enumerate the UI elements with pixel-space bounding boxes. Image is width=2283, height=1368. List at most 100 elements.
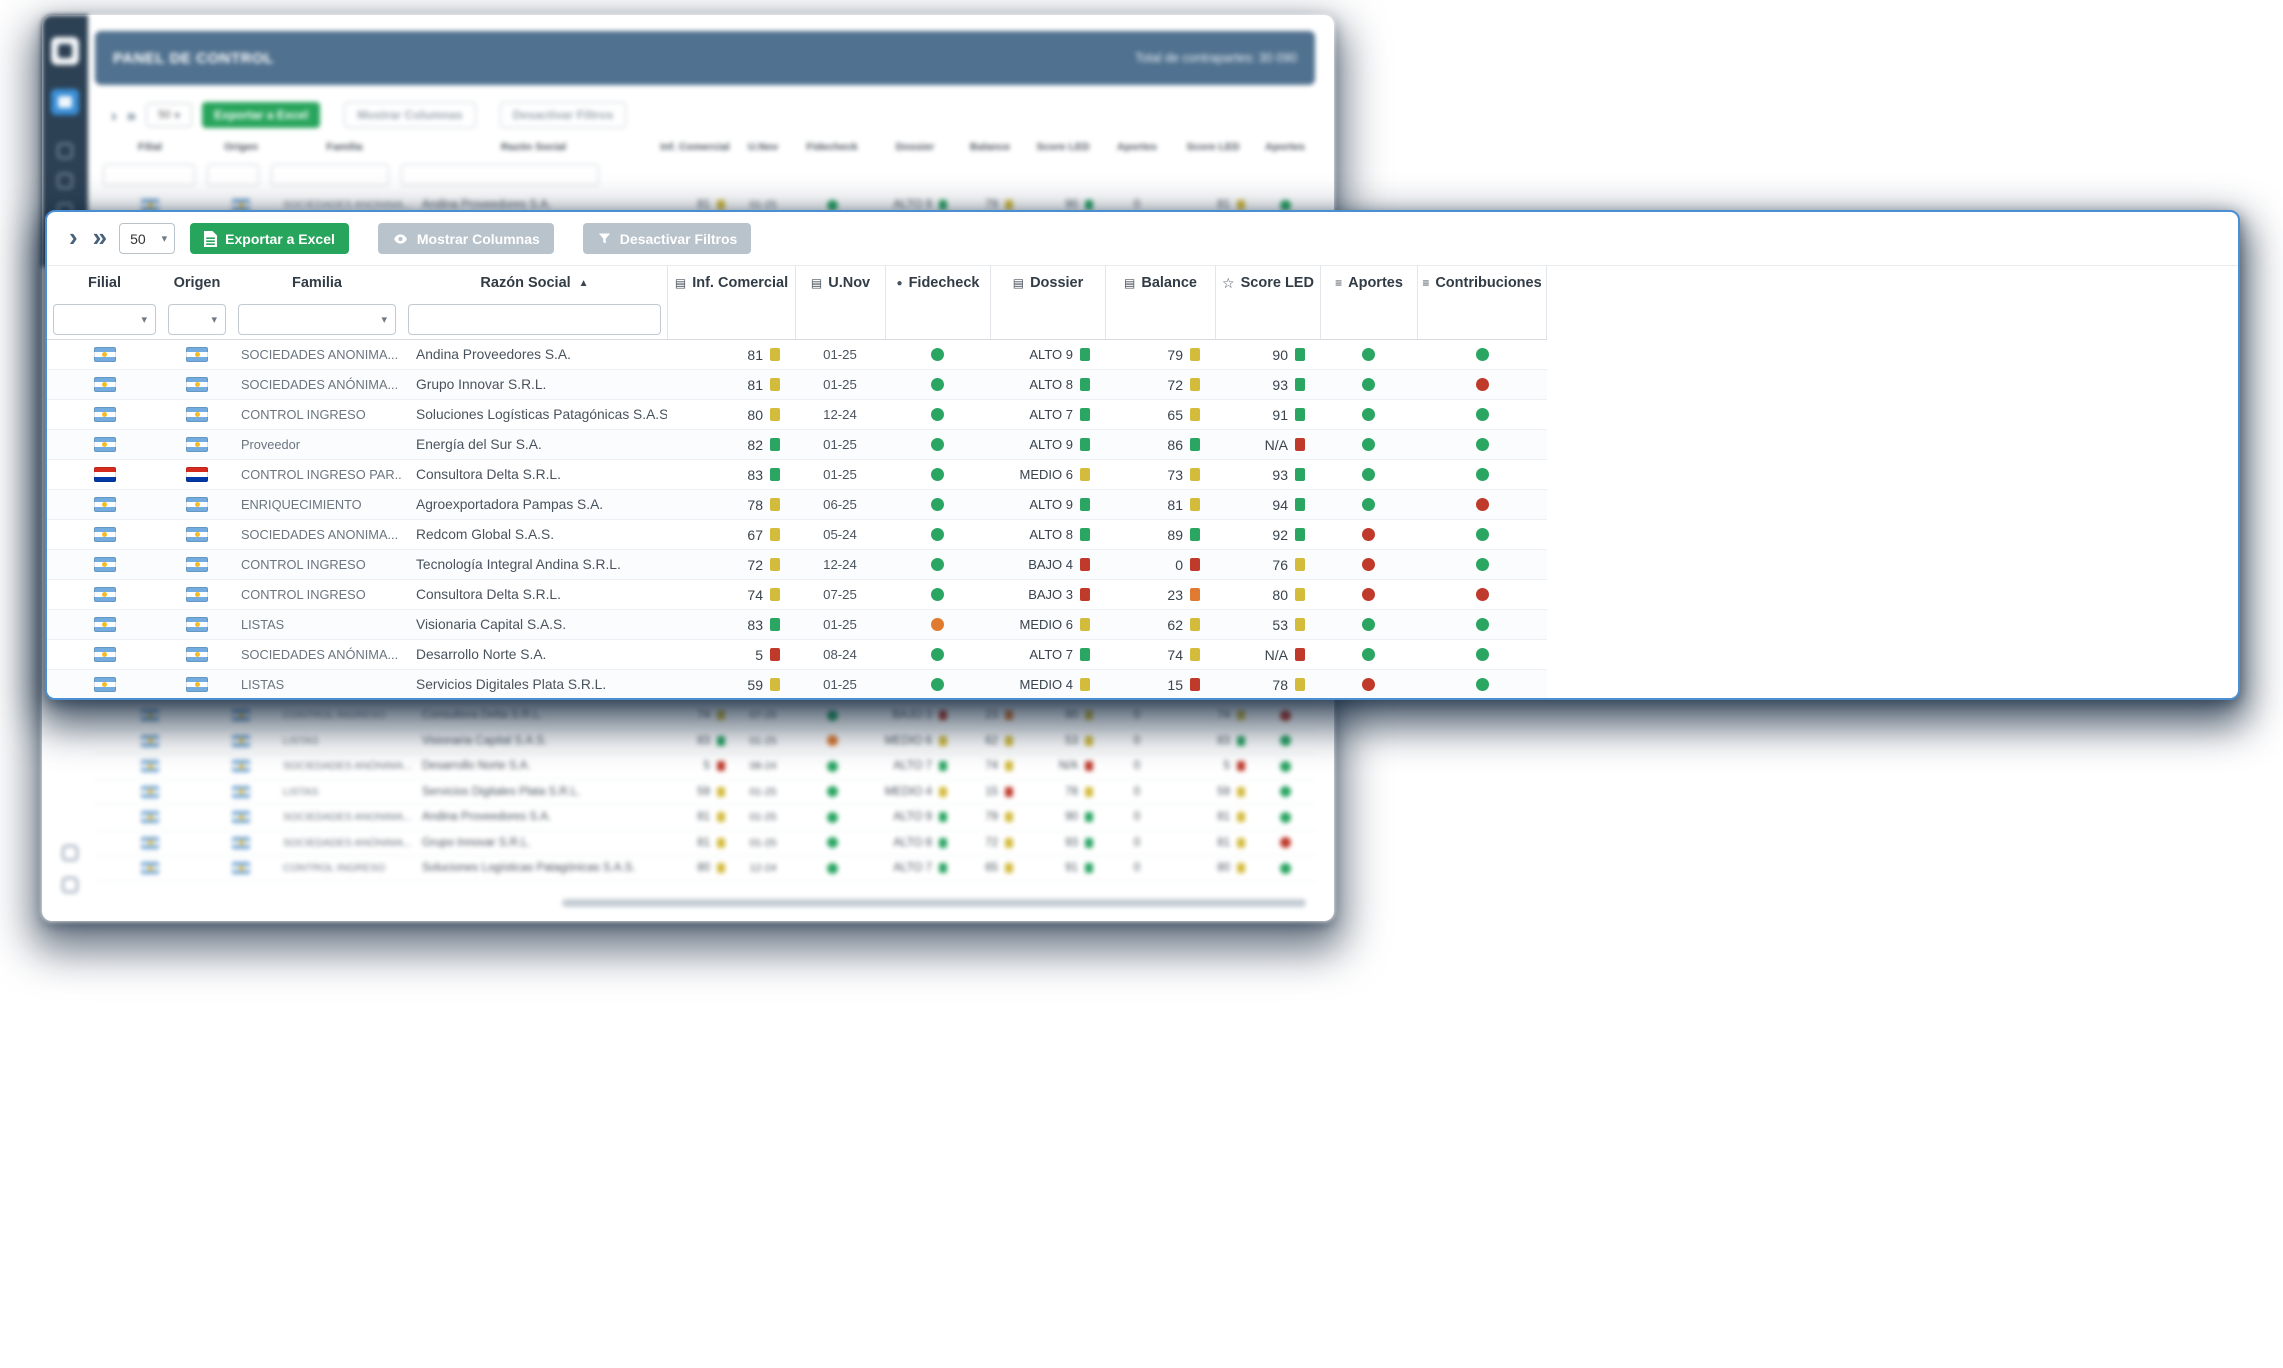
table-cell: ALTO 8 [990,520,1105,549]
value-chip-red [1237,761,1245,771]
value-chip-orange [1190,588,1200,601]
column-header-balance[interactable]: ▤Balance [1105,266,1215,300]
table-row[interactable]: SOCIEDADES ANONIMA...Redcom Global S.A.S… [47,520,1547,550]
table-cell [1417,670,1547,699]
column-header-filial[interactable]: Filial [47,266,162,300]
status-dot-red [1476,588,1489,601]
value-chip-red [1190,558,1200,571]
status-dot-green [931,348,944,361]
value-chip-yellow [717,710,725,720]
column-header-contribuciones[interactable]: ≡Contribuciones [1417,266,1547,300]
value-chip-orange [1005,710,1013,720]
table-cell [47,610,162,639]
table-cell [885,490,990,519]
bg-table-row: SOCIEDADES ANONIMA...Andina Proveedores … [95,805,1315,831]
flag-ar-icon [94,437,116,452]
flag-ar-icon [232,811,250,823]
table-cell [47,520,162,549]
table-cell: SOCIEDADES ANONIMA... [232,520,402,549]
table-cell: 92 [1215,520,1320,549]
table-cell [1320,460,1417,489]
table-cell [47,430,162,459]
table-cell [47,550,162,579]
column-header-origen[interactable]: Origen [162,266,232,300]
filial-filter-select[interactable]: ▾ [53,304,156,335]
table-row[interactable]: SOCIEDADES ANONIMA...Andina Proveedores … [47,340,1547,370]
table-row[interactable]: CONTROL INGRESOSoluciones Logísticas Pat… [47,400,1547,430]
table-cell: 72 [1105,370,1215,399]
value-chip-red [717,761,725,771]
table-row[interactable]: LISTASVisionaria Capital S.A.S.8301-25ME… [47,610,1547,640]
disable-filters-button[interactable]: Desactivar Filtros [583,223,752,254]
value-chip-green [1085,200,1093,210]
table-row[interactable]: SOCIEDADES ANÓNIMA...Grupo Innovar S.R.L… [47,370,1547,400]
table-cell: 81 [667,370,795,399]
column-header-razon-social[interactable]: Razón Social▲ [402,266,667,300]
double-chevron-right-icon[interactable]: » [93,224,104,250]
sidebar-icon [62,845,78,861]
razon-social-filter-input[interactable] [408,304,661,335]
bg-show-columns-button: Mostrar Columnas [344,102,475,128]
bg-filter-select [271,164,389,186]
origen-filter-select[interactable]: ▾ [168,304,226,335]
column-header-score-led[interactable]: ☆Score LED [1215,266,1320,300]
table-header-row: Filial Origen Familia Razón Social▲ ▤Inf… [47,266,1547,300]
column-header-unov[interactable]: ▤U.Nov [795,266,885,300]
value-chip-yellow [770,348,780,361]
status-dot-green [827,863,838,874]
filter-cell [667,300,795,339]
flag-ar-icon [232,735,250,747]
bg-table-row: SOCIEDADES ANÓNIMA...Desarrollo Norte S.… [95,754,1315,780]
table-row[interactable]: CONTROL INGRESO PAR...Consultora Delta S… [47,460,1547,490]
chevron-right-icon[interactable]: › [69,224,78,250]
table-cell: 72 [667,550,795,579]
table-row[interactable]: SOCIEDADES ANÓNIMA...Desarrollo Norte S.… [47,640,1547,670]
column-header-inf-comercial[interactable]: ▤Inf. Comercial [667,266,795,300]
table-cell [1320,580,1417,609]
bg-column-header: Dossier [873,135,957,159]
flag-ar-icon [94,407,116,422]
status-dot-green [1476,468,1489,481]
bg-filter-row [95,161,1315,189]
table-cell [1417,610,1547,639]
table-cell: ALTO 9 [990,490,1105,519]
value-chip-green [939,761,947,771]
column-header-aportes[interactable]: ≡Aportes [1320,266,1417,300]
value-chip-green [939,838,947,848]
filter-cell [1320,300,1417,339]
table-row[interactable]: CONTROL INGRESOTecnología Integral Andin… [47,550,1547,580]
table-cell: BAJO 4 [990,550,1105,579]
table-cell [47,640,162,669]
status-dot-green [827,812,838,823]
flag-ar-icon [186,647,208,662]
page-size-select[interactable]: 50 ▾ [119,223,175,254]
value-chip-green [1080,378,1090,391]
table-cell: 83 [667,610,795,639]
value-chip-green [1080,348,1090,361]
table-cell [1320,670,1417,699]
status-dot-green [1476,408,1489,421]
show-columns-button[interactable]: Mostrar Columnas [378,223,554,254]
familia-filter-select[interactable]: ▾ [238,304,396,335]
column-header-fidecheck[interactable]: ●Fidecheck [885,266,990,300]
app-logo-icon [51,37,79,65]
table-row[interactable]: CONTROL INGRESOConsultora Delta S.R.L.74… [47,580,1547,610]
table-row[interactable]: ProveedorEnergía del Sur S.A.8201-25ALTO… [47,430,1547,460]
filter-cell: ▾ [232,300,402,339]
value-chip-yellow [1080,468,1090,481]
value-chip-green [1295,378,1305,391]
value-chip-yellow [770,588,780,601]
status-dot-green [827,761,838,772]
table-row[interactable]: LISTASServicios Digitales Plata S.R.L.59… [47,670,1547,700]
table-cell: 12-24 [795,400,885,429]
column-header-dossier[interactable]: ▤Dossier [990,266,1105,300]
flag-ar-icon [94,497,116,512]
results-panel: › » 50 ▾ Exportar a Excel Mostrar Column… [45,210,2240,700]
column-header-familia[interactable]: Familia [232,266,402,300]
table-cell: 01-25 [795,430,885,459]
table-cell [885,400,990,429]
export-excel-button[interactable]: Exportar a Excel [190,223,349,254]
table-row[interactable]: ENRIQUECIMIENTOAgroexportadora Pampas S.… [47,490,1547,520]
table-cell [162,580,232,609]
table-cell: 79 [1105,340,1215,369]
